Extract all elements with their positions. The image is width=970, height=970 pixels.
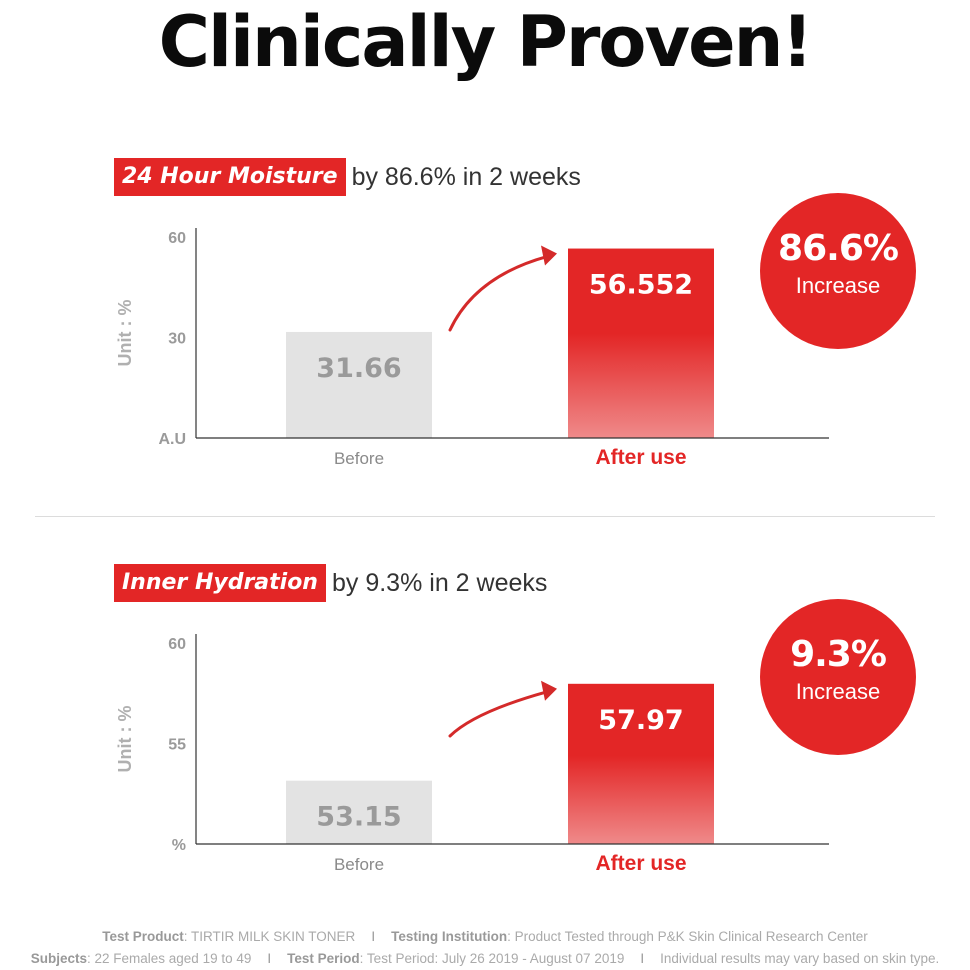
bar-after <box>568 683 714 844</box>
footer-line-1: Test Product: TIRTIR MILK SKIN TONER I Tes… <box>0 929 970 944</box>
footer-period-label: Test Period <box>287 951 360 966</box>
increase-badge: 9.3% Increase <box>760 599 916 755</box>
badge-label: Increase <box>795 273 881 298</box>
bar-value-label: 56.552 <box>589 270 693 301</box>
y-tick-label: 60 <box>168 230 186 247</box>
trend-arrow-head <box>541 680 557 701</box>
y-tick-label: % <box>172 837 186 854</box>
chart-heading: Inner Hydration by 9.3% in 2 weeks <box>114 564 547 602</box>
footer-separator: I <box>640 951 645 966</box>
increase-badge: 86.6% Increase <box>760 193 916 349</box>
chart-heading: 24 Hour Moisture by 86.6% in 2 weeks <box>114 158 581 196</box>
bar-before <box>286 331 432 438</box>
footer-institution-value: : Product Tested through P&K Skin Clinic… <box>507 929 868 944</box>
footer-product-label: Test Product <box>102 929 184 944</box>
x-category-after: After use <box>595 446 686 469</box>
y-axis-title: Unit : % <box>115 300 135 367</box>
chart-section-moisture: 24 Hour Moisture by 86.6% in 2 weeks 31.… <box>0 150 970 510</box>
badge-value: 9.3% <box>790 634 887 675</box>
footer-line-2: Subjects: 22 Females aged 19 to 49 I Test … <box>0 951 970 966</box>
footer-separator: I <box>267 951 272 966</box>
y-tick-label: 55 <box>168 737 186 754</box>
x-category-after: After use <box>595 852 686 875</box>
trend-arrow-line <box>448 690 549 738</box>
footer-disclaimer: Individual results may vary based on ski… <box>660 951 940 966</box>
footer-subjects-label: Subjects <box>30 951 87 966</box>
footer-product-value: : TIRTIR MILK SKIN TONER <box>183 929 356 944</box>
bar-value-label: 31.66 <box>316 353 401 384</box>
x-category-before: Before <box>334 855 384 874</box>
heading-tag: 24 Hour Moisture <box>114 158 346 196</box>
footer-institution-label: Testing Institution <box>391 929 508 944</box>
bar-after <box>568 248 714 438</box>
page-title: Clinically Proven! <box>158 1 814 83</box>
y-tick-label: 30 <box>168 331 186 348</box>
badge-value: 86.6% <box>778 228 899 269</box>
heading-subtitle: by 9.3% in 2 weeks <box>331 568 548 597</box>
footer-period-value: : Test Period: July 26 2019 - August 07 … <box>359 951 625 966</box>
footer-subjects-value: : 22 Females aged 19 to 49 <box>87 951 252 966</box>
bar-value-label: 53.15 <box>316 802 401 833</box>
chart-section-hydration: Inner Hydration by 9.3% in 2 weeks 53.15… <box>0 556 970 916</box>
bar-chart: 31.66 56.552 60 30 A.U Unit : % Before After us… <box>115 228 829 469</box>
bar-chart: 53.15 57.97 60 55% Unit : % Before After use <box>115 634 829 875</box>
footer-separator: I <box>371 929 376 944</box>
y-tick-label: A.U <box>158 431 186 448</box>
heading-subtitle: by 86.6% in 2 weeks <box>351 162 581 191</box>
trend-arrow-line <box>448 255 549 332</box>
bar-before <box>286 780 432 844</box>
x-category-before: Before <box>334 449 384 468</box>
bar-value-label: 57.97 <box>598 705 683 736</box>
badge-label: Increase <box>795 679 881 704</box>
heading-tag: Inner Hydration <box>114 564 326 602</box>
y-tick-label: 60 <box>168 636 186 653</box>
trend-arrow-head <box>541 245 557 266</box>
section-divider <box>35 516 935 517</box>
y-axis-title: Unit : % <box>115 706 135 773</box>
